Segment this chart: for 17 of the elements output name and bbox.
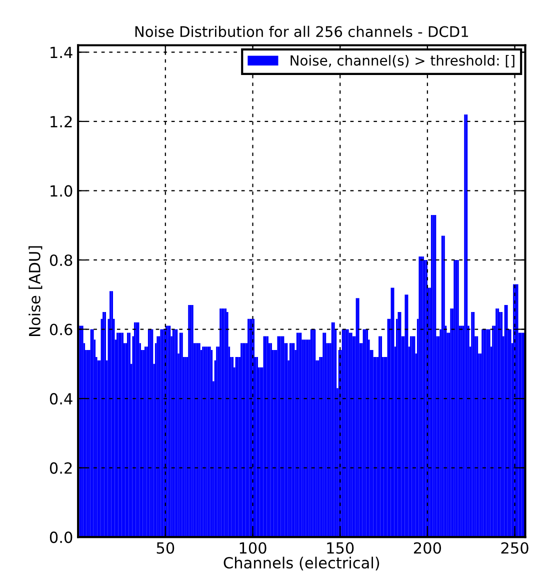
y-axis-title: Noise [ADU] — [28, 246, 42, 336]
x-axis-title: Channels (electrical) — [224, 556, 380, 570]
y-tick-label: 1.4 — [50, 46, 72, 58]
y-tick-label: 0.2 — [50, 462, 72, 474]
y-tick-label: 1.0 — [50, 185, 72, 197]
legend-label: Noise, channel(s) > threshold: [] — [290, 54, 514, 68]
y-tick-label: 0.6 — [50, 324, 72, 336]
x-tick-label: 200 — [414, 542, 441, 554]
y-tick-label: 0.0 — [50, 532, 72, 544]
x-tick-label: 50 — [156, 542, 174, 554]
chart-title: Noise Distribution for all 256 channels - DCD1 — [135, 26, 468, 38]
x-tick-label: 250 — [501, 542, 528, 554]
x-tick-label: 150 — [327, 542, 354, 554]
y-tick-label: 0.4 — [50, 393, 72, 405]
y-tick-label: 1.2 — [50, 116, 72, 128]
x-tick-label: 100 — [240, 542, 266, 554]
y-tick-label: 0.8 — [50, 254, 72, 266]
